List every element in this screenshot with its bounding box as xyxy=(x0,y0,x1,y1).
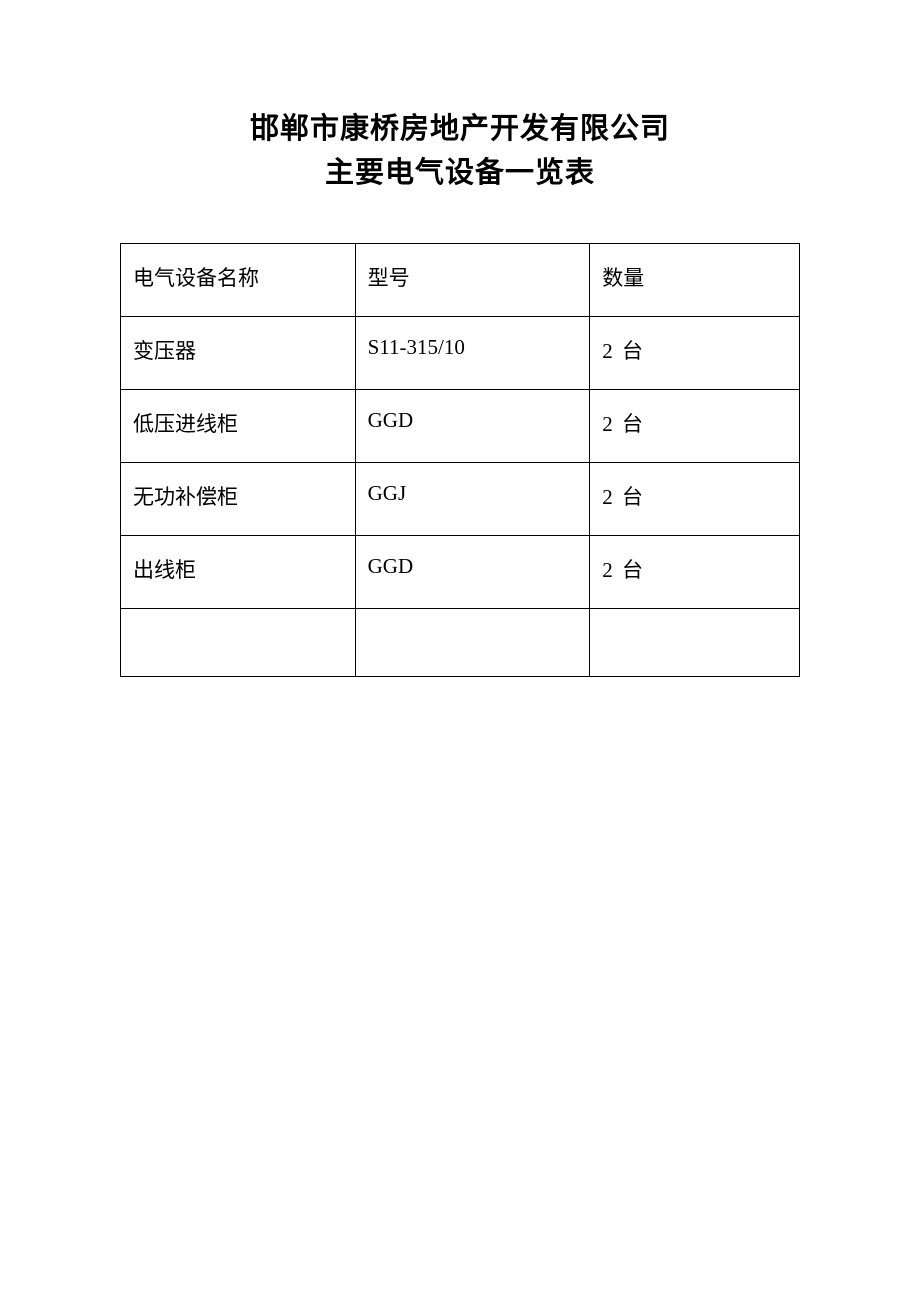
cell-model: GGJ xyxy=(355,463,590,536)
header-qty: 数量 xyxy=(590,244,800,317)
cell-qty: 2 台 xyxy=(590,390,800,463)
table-row: 变压器 S11-315/10 2 台 xyxy=(121,317,800,390)
cell-name: 出线柜 xyxy=(121,536,356,609)
table-row xyxy=(121,609,800,677)
cell-model: S11-315/10 xyxy=(355,317,590,390)
cell-qty: 2 台 xyxy=(590,536,800,609)
cell-name xyxy=(121,609,356,677)
cell-name: 变压器 xyxy=(121,317,356,390)
cell-qty: 2 台 xyxy=(590,463,800,536)
cell-model xyxy=(355,609,590,677)
table-row: 无功补偿柜 GGJ 2 台 xyxy=(121,463,800,536)
title-line-1: 邯郸市康桥房地产开发有限公司 xyxy=(0,108,920,152)
table-row: 出线柜 GGD 2 台 xyxy=(121,536,800,609)
equipment-table: 电气设备名称 型号 数量 变压器 S11-315/10 2 台 低压进线柜 GG… xyxy=(120,243,800,677)
cell-name: 低压进线柜 xyxy=(121,390,356,463)
header-model: 型号 xyxy=(355,244,590,317)
header-name: 电气设备名称 xyxy=(121,244,356,317)
cell-qty: 2 台 xyxy=(590,317,800,390)
table-row: 低压进线柜 GGD 2 台 xyxy=(121,390,800,463)
table-header-row: 电气设备名称 型号 数量 xyxy=(121,244,800,317)
cell-model: GGD xyxy=(355,536,590,609)
cell-name: 无功补偿柜 xyxy=(121,463,356,536)
title-line-2: 主要电气设备一览表 xyxy=(0,152,920,196)
cell-model: GGD xyxy=(355,390,590,463)
cell-qty xyxy=(590,609,800,677)
document-title-block: 邯郸市康桥房地产开发有限公司 主要电气设备一览表 xyxy=(0,108,920,195)
equipment-table-container: 电气设备名称 型号 数量 变压器 S11-315/10 2 台 低压进线柜 GG… xyxy=(120,243,800,677)
